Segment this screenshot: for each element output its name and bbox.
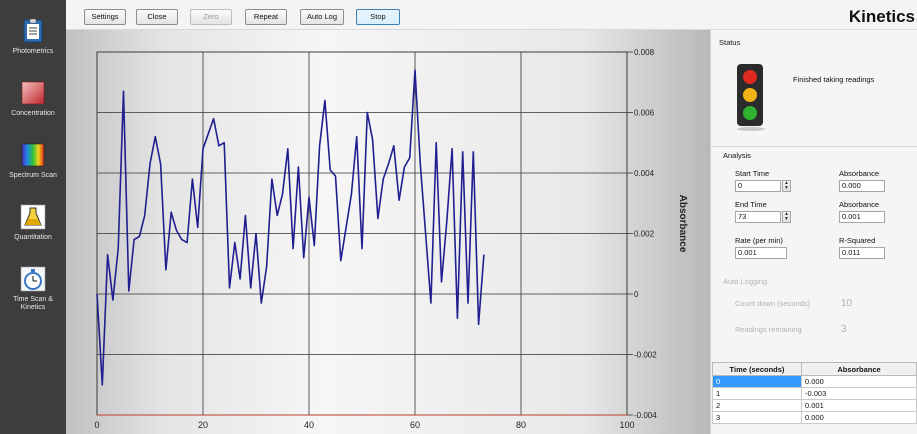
- table-row[interactable]: 2 0.001: [713, 400, 917, 412]
- clipboard-icon: [20, 18, 46, 44]
- red-square-icon: [20, 80, 46, 106]
- y-tick-label: 0.008: [634, 48, 655, 57]
- sidebar-item-label: Time Scan & Kinetics: [0, 296, 66, 312]
- repeat-button[interactable]: Repeat: [245, 9, 287, 25]
- flask-icon: [20, 204, 46, 230]
- start-absorbance-field: 0.000: [839, 180, 885, 192]
- toolbar: Settings Close Zero Repeat Auto Log Stop…: [66, 0, 917, 30]
- column-header-time[interactable]: Time (seconds): [713, 363, 802, 376]
- sidebar-item-concentration[interactable]: Concentration: [0, 80, 66, 118]
- sidebar-item-quantitation[interactable]: Quantitation: [0, 204, 66, 242]
- auto-log-button[interactable]: Auto Log: [300, 9, 344, 25]
- time-cell[interactable]: 0: [713, 376, 802, 388]
- absorbance-cell[interactable]: -0.003: [802, 388, 917, 400]
- status-section-title: Status: [719, 38, 740, 47]
- sidebar-item-label: Quantitation: [0, 234, 66, 242]
- sidebar-item-spectrum-scan[interactable]: Spectrum Scan: [0, 142, 66, 180]
- traffic-light-icon: [733, 62, 769, 132]
- x-tick-label: 80: [516, 420, 526, 430]
- start-time-stepper[interactable]: ▲ ▼: [782, 180, 791, 192]
- r-squared-field: 0.011: [839, 247, 885, 259]
- y-tick-label: -0.004: [634, 411, 657, 420]
- column-header-absorbance[interactable]: Absorbance: [802, 363, 917, 376]
- sidebar-item-photometrics[interactable]: Photometrics: [0, 18, 66, 56]
- x-tick-label: 60: [410, 420, 420, 430]
- table-row[interactable]: 3 0.000: [713, 412, 917, 424]
- absorbance-cell[interactable]: 0.000: [802, 376, 917, 388]
- x-tick-label: 0: [94, 420, 99, 430]
- y-tick-label: 0.004: [634, 169, 655, 178]
- end-time-stepper[interactable]: ▲ ▼: [782, 211, 791, 223]
- sidebar-item-label: Photometrics: [0, 48, 66, 56]
- absorbance-series-line: [97, 70, 484, 385]
- table-row[interactable]: 1 -0.003: [713, 388, 917, 400]
- rate-field: 0.001: [735, 247, 787, 259]
- start-time-field[interactable]: 0: [735, 180, 781, 192]
- y-axis-label: Absorbance: [677, 195, 688, 253]
- y-tick-label: 0.002: [634, 230, 655, 239]
- start-absorbance-label: Absorbance: [839, 169, 879, 178]
- readings-table[interactable]: Time (seconds) Absorbance 0 0.000 1 -0.0…: [712, 362, 917, 424]
- sidebar-item-label: Concentration: [0, 110, 66, 118]
- kinetics-chart: 0 20 40 60 80 100-0.004 -0.002 0 0.002 0.004 0.006…: [66, 30, 710, 434]
- chart-area: 0 20 40 60 80 100 -0.004 -0.002 0 0.002 0.004 0.006…: [66, 30, 710, 434]
- table-row[interactable]: 0 0.000: [713, 376, 917, 388]
- y-tick-label: 0.006: [634, 109, 655, 118]
- page-title: Kinetics: [849, 7, 915, 27]
- x-tick-label: 100: [619, 420, 634, 430]
- end-absorbance-field: 0.001: [839, 211, 885, 223]
- spectrum-icon: [20, 142, 46, 168]
- zero-button[interactable]: Zero: [190, 9, 232, 25]
- analysis-section-title: Analysis: [723, 151, 751, 160]
- settings-button[interactable]: Settings: [84, 9, 126, 25]
- sidebar-item-label: Spectrum Scan: [0, 172, 66, 180]
- absorbance-cell[interactable]: 0.001: [802, 400, 917, 412]
- countdown-label: Count down (seconds): [735, 299, 810, 308]
- end-time-field[interactable]: 73: [735, 211, 781, 223]
- time-cell[interactable]: 3: [713, 412, 802, 424]
- stopwatch-icon: [20, 266, 46, 292]
- absorbance-cell[interactable]: 0.000: [802, 412, 917, 424]
- readings-remaining-value: 3: [841, 324, 847, 335]
- close-button[interactable]: Close: [136, 9, 178, 25]
- status-message: Finished taking readings: [793, 75, 874, 84]
- time-cell[interactable]: 1: [713, 388, 802, 400]
- end-time-label: End Time: [735, 200, 767, 209]
- end-absorbance-label: Absorbance: [839, 200, 879, 209]
- sidebar-item-time-scan-kinetics[interactable]: Time Scan & Kinetics: [0, 266, 66, 312]
- readings-remaining-label: Readings remaining: [735, 325, 802, 334]
- x-tick-label: 20: [198, 420, 208, 430]
- y-tick-label: -0.002: [634, 351, 657, 360]
- sidebar: Photometrics Concentration Spectrum Scan…: [0, 0, 66, 434]
- x-tick-label: 40: [304, 420, 314, 430]
- rate-label: Rate (per min): [735, 236, 783, 245]
- auto-logging-section-title: Auto Logging: [723, 277, 767, 286]
- start-time-label: Start Time: [735, 169, 769, 178]
- countdown-value: 10: [841, 298, 852, 309]
- time-cell[interactable]: 2: [713, 400, 802, 412]
- stop-button[interactable]: Stop: [356, 9, 400, 25]
- y-tick-label: 0: [634, 290, 639, 299]
- r-squared-label: R-Squared: [839, 236, 875, 245]
- divider: [711, 146, 917, 147]
